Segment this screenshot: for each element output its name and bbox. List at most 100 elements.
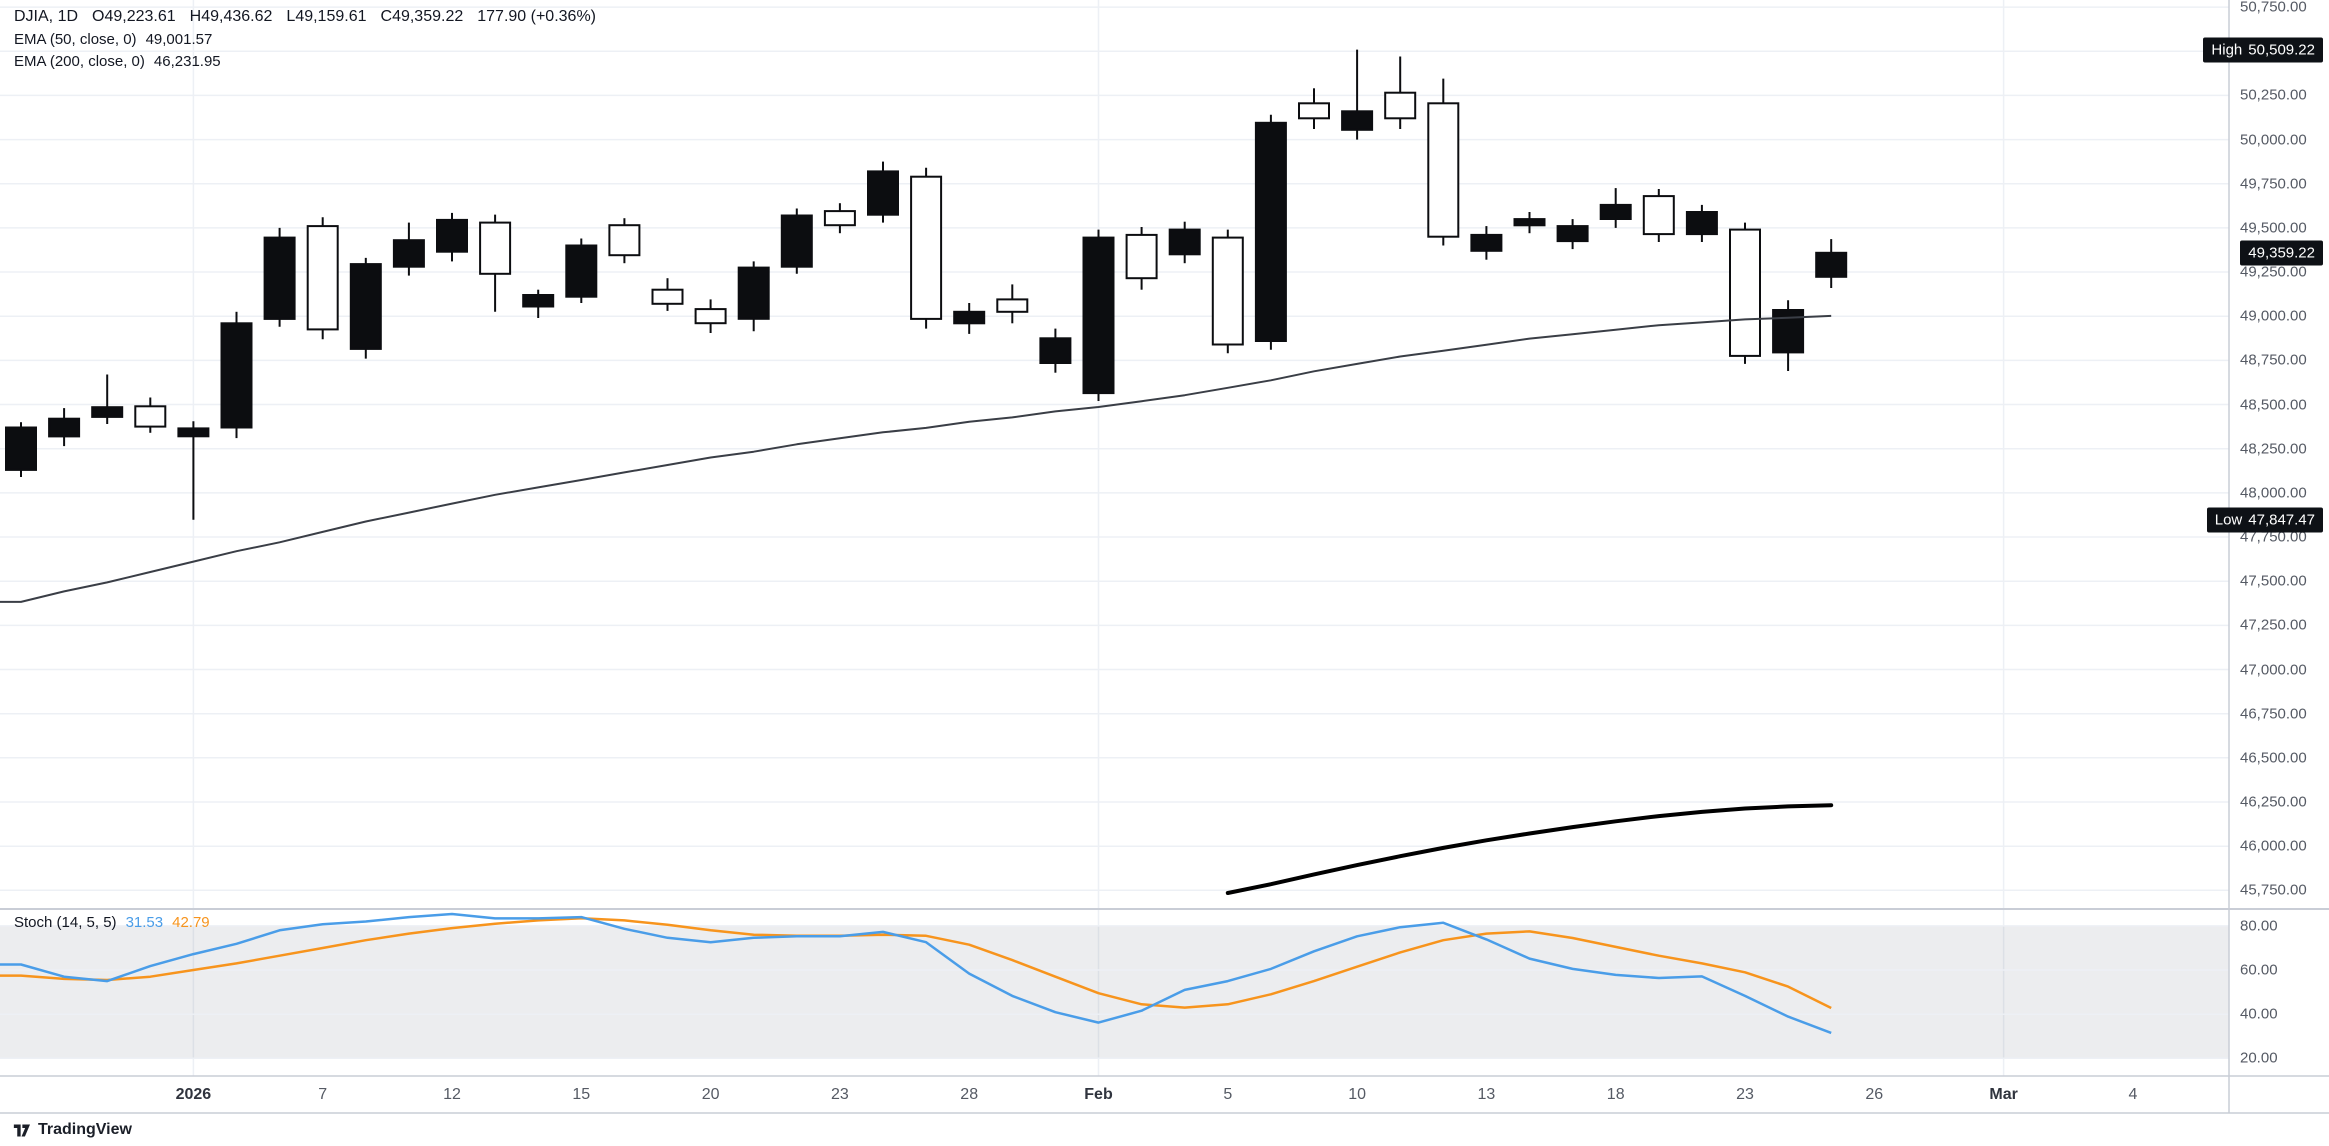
ema200-legend-row[interactable]: EMA (200, close, 0) 46,231.95 bbox=[14, 53, 610, 70]
time-axis-label: 4 bbox=[2128, 1085, 2138, 1103]
high-badge-value: 50,509.22 bbox=[2248, 41, 2315, 59]
stoch-axis-label: 60.00 bbox=[2240, 961, 2278, 979]
stoch-d-line[interactable] bbox=[0, 916, 1832, 1010]
tradingview-logo-link[interactable]: TradingView bbox=[12, 1121, 132, 1139]
time-axis-label: 2026 bbox=[175, 1085, 212, 1103]
ema200-line[interactable] bbox=[1225, 803, 1834, 895]
candle-up bbox=[737, 266, 770, 320]
candle-down bbox=[479, 221, 512, 275]
price-axis-label: 46,750.00 bbox=[2240, 705, 2307, 723]
candle-down bbox=[910, 175, 943, 320]
candle-down bbox=[1642, 195, 1675, 236]
ema50-legend-row[interactable]: EMA (50, close, 0) 49,001.57 bbox=[14, 31, 610, 48]
candle-down bbox=[306, 225, 339, 331]
stoch-band bbox=[0, 925, 2229, 1059]
candle-up bbox=[1685, 211, 1718, 236]
change-value: 177.90 (+0.36%) bbox=[477, 8, 596, 25]
candle-up bbox=[436, 218, 468, 253]
time-axis-label: 23 bbox=[1736, 1085, 1754, 1103]
ohlc-open: O49,223.61 bbox=[92, 8, 176, 25]
candle-up bbox=[1599, 203, 1632, 220]
price-axis-label: 46,500.00 bbox=[2240, 749, 2307, 767]
time-axis[interactable]: 2026 7 12 15 20 23 28 Feb 5 10 13 18 23 26 Mar 4 bbox=[0, 1076, 2329, 1113]
price-axis-label: 50,250.00 bbox=[2240, 86, 2307, 104]
price-axis-label: 45,750.00 bbox=[2240, 881, 2307, 899]
price-axis-label: 48,750.00 bbox=[2240, 351, 2307, 369]
price-axis-label: 47,000.00 bbox=[2240, 661, 2307, 678]
footer-bar: TradingView bbox=[0, 1114, 2329, 1146]
candle-up bbox=[220, 322, 253, 429]
candle-up bbox=[1082, 236, 1115, 395]
candle-down bbox=[1125, 233, 1158, 280]
ema200-label: EMA (200, close, 0) bbox=[14, 53, 145, 70]
candle-up bbox=[349, 263, 382, 350]
candle-down bbox=[651, 288, 684, 305]
low-badge-value: 47,847.47 bbox=[2248, 511, 2315, 529]
last-price-badge: 49,359.22 bbox=[2240, 240, 2323, 266]
stoch-axis-label: 20.00 bbox=[2240, 1049, 2278, 1067]
ema50-label: EMA (50, close, 0) bbox=[14, 31, 137, 48]
time-axis-label: 20 bbox=[701, 1085, 720, 1103]
stoch-label: Stoch (14, 5, 5) bbox=[14, 914, 117, 931]
candle-up bbox=[1341, 110, 1374, 131]
candle-up bbox=[780, 214, 813, 268]
ema50-value: 49,001.57 bbox=[145, 31, 213, 48]
price-axis-label: 50,750.00 bbox=[2240, 0, 2307, 16]
stoch-axis-label: 80.00 bbox=[2240, 917, 2278, 935]
time-axis-label: 10 bbox=[1348, 1085, 1366, 1103]
last-badge-value: 49,359.22 bbox=[2248, 244, 2315, 262]
high-price-badge: High 50,509.22 bbox=[2203, 37, 2323, 63]
stoch-legend-row[interactable]: Stoch (14, 5, 5) 31.53 42.79 bbox=[14, 914, 210, 931]
time-axis-label: 26 bbox=[1865, 1085, 1884, 1103]
candle-up bbox=[263, 236, 296, 320]
time-axis-label: 15 bbox=[572, 1085, 591, 1103]
ema200-value: 46,231.95 bbox=[153, 53, 221, 70]
candle-up bbox=[1815, 251, 1848, 278]
price-axis-label: 47,500.00 bbox=[2240, 572, 2307, 590]
price-axis-label: 48,500.00 bbox=[2240, 396, 2307, 413]
pane-separator[interactable] bbox=[0, 905, 2329, 914]
candle-down bbox=[1298, 102, 1330, 120]
candle-up bbox=[867, 170, 899, 216]
ema50-line[interactable] bbox=[0, 314, 1832, 603]
tradingview-logo-text: TradingView bbox=[38, 1121, 132, 1138]
candle-up bbox=[177, 427, 210, 438]
symbol-legend-row[interactable]: DJIA, 1D O49,223.61 H49,436.62 L49,159.61 C4… bbox=[14, 8, 610, 26]
price-axis-label: 47,250.00 bbox=[2240, 616, 2307, 634]
price-axis-label: 48,000.00 bbox=[2240, 484, 2307, 502]
candle-down bbox=[694, 308, 727, 325]
candle-up bbox=[1168, 228, 1201, 256]
price-axis-label: 46,250.00 bbox=[2240, 793, 2307, 811]
time-axis-label: 7 bbox=[318, 1085, 328, 1103]
candle-down bbox=[608, 224, 641, 257]
candle-up bbox=[1556, 225, 1589, 243]
price-axis[interactable]: 45,750.00 46,000.00 46,250.00 46,500.00 46,7… bbox=[2229, 0, 2329, 1113]
stoch-k-value: 31.53 bbox=[125, 914, 164, 931]
candle-down bbox=[823, 210, 856, 227]
price-axis-label: 49,000.00 bbox=[2240, 307, 2307, 325]
candle-down bbox=[1427, 102, 1460, 238]
stoch-d-value: 42.79 bbox=[172, 914, 210, 931]
ohlc-low: L49,159.61 bbox=[286, 8, 367, 25]
time-axis-label: 5 bbox=[1223, 1085, 1233, 1103]
time-axis-label: 12 bbox=[443, 1085, 461, 1103]
candle-up bbox=[1513, 218, 1546, 227]
price-axis-label: 48,250.00 bbox=[2240, 440, 2307, 458]
candle-down bbox=[134, 405, 167, 428]
time-axis-label: 18 bbox=[1606, 1085, 1625, 1103]
symbol-title: DJIA, 1D bbox=[14, 8, 79, 25]
ohlc-close: C49,359.22 bbox=[380, 8, 464, 25]
low-badge-label: Low bbox=[2214, 511, 2243, 529]
candle-up bbox=[5, 426, 37, 471]
price-axis-label: 50,000.00 bbox=[2240, 131, 2307, 149]
candle-down bbox=[1729, 228, 1761, 357]
candle-up bbox=[48, 417, 81, 438]
stoch-k-line[interactable] bbox=[0, 912, 1832, 1035]
price-axis-label: 49,750.00 bbox=[2240, 175, 2307, 193]
low-price-badge: Low 47,847.47 bbox=[2206, 507, 2323, 533]
price-axis-label: 49,500.00 bbox=[2240, 219, 2307, 237]
candle-down bbox=[1211, 236, 1244, 346]
price-axis-label: 47,750.00 bbox=[2240, 528, 2307, 546]
